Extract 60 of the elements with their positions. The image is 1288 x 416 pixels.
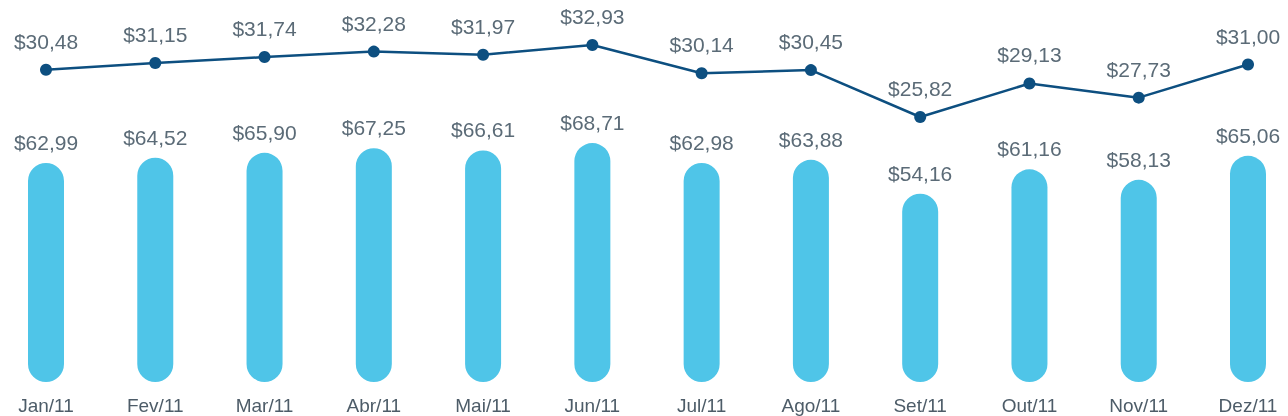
point bbox=[149, 57, 162, 70]
data-label: $62,98 bbox=[669, 131, 734, 154]
data-label: $64,52 bbox=[123, 125, 188, 149]
point bbox=[914, 111, 927, 123]
x-tick-label: Mai/11 bbox=[455, 395, 511, 416]
data-label: $67,25 bbox=[341, 116, 406, 140]
point bbox=[1242, 58, 1254, 71]
x-tick-label: Ago/11 bbox=[781, 395, 841, 416]
data-label: $30,48 bbox=[13, 29, 79, 53]
x-tick-label: Jul/11 bbox=[676, 395, 727, 416]
x-tick-label: Fev/11 bbox=[126, 395, 184, 416]
x-tick-label: Set/11 bbox=[893, 395, 947, 416]
point bbox=[804, 64, 817, 77]
point bbox=[586, 39, 599, 51]
x-tick-label: Mar/11 bbox=[235, 395, 294, 416]
bar bbox=[355, 148, 392, 382]
bar bbox=[137, 157, 174, 382]
point bbox=[1132, 91, 1145, 104]
point bbox=[477, 48, 490, 61]
data-label: $58,13 bbox=[1106, 147, 1171, 171]
data-label: $32,28 bbox=[341, 11, 406, 35]
x-tick-label: Abr/11 bbox=[346, 395, 402, 416]
bar bbox=[1230, 155, 1266, 382]
point bbox=[40, 63, 52, 76]
bar bbox=[246, 152, 283, 382]
bar bbox=[902, 193, 939, 382]
point bbox=[258, 51, 271, 64]
data-label: $31,97 bbox=[450, 14, 516, 38]
data-label: $27,73 bbox=[1106, 57, 1171, 81]
x-tick-label: Jan/11 bbox=[18, 395, 74, 416]
data-label: $30,45 bbox=[778, 30, 844, 54]
data-label: $32,93 bbox=[560, 5, 625, 28]
x-tick-label: Nov/11 bbox=[1109, 395, 1169, 416]
data-label: $54,16 bbox=[888, 161, 953, 185]
bar bbox=[465, 150, 502, 382]
bar bbox=[1120, 179, 1157, 382]
data-label: $62,99 bbox=[13, 130, 79, 154]
data-label: $63,88 bbox=[778, 127, 844, 151]
bar bbox=[792, 159, 829, 382]
bar bbox=[1011, 169, 1048, 382]
data-label: $30,14 bbox=[669, 33, 735, 57]
data-label: $31,74 bbox=[232, 17, 297, 41]
data-label: $66,61 bbox=[450, 118, 516, 142]
point bbox=[367, 45, 380, 58]
x-tick-label: Jun/11 bbox=[564, 395, 621, 416]
bar bbox=[683, 163, 720, 382]
data-label: $65,06 bbox=[1215, 123, 1281, 147]
bar bbox=[28, 162, 64, 382]
x-tick-label: Dez/11 bbox=[1218, 395, 1278, 416]
x-tick-label: Out/11 bbox=[1001, 395, 1058, 416]
bar bbox=[574, 143, 611, 382]
data-label: $31,00 bbox=[1215, 24, 1281, 48]
data-label: $65,90 bbox=[232, 120, 297, 144]
data-label: $31,15 bbox=[123, 23, 188, 47]
data-label: $61,16 bbox=[997, 137, 1062, 161]
data-label: $29,13 bbox=[997, 43, 1062, 67]
point bbox=[1023, 77, 1036, 90]
data-label: $25,82 bbox=[888, 77, 953, 100]
point bbox=[695, 67, 708, 80]
data-label: $68,71 bbox=[560, 111, 625, 135]
